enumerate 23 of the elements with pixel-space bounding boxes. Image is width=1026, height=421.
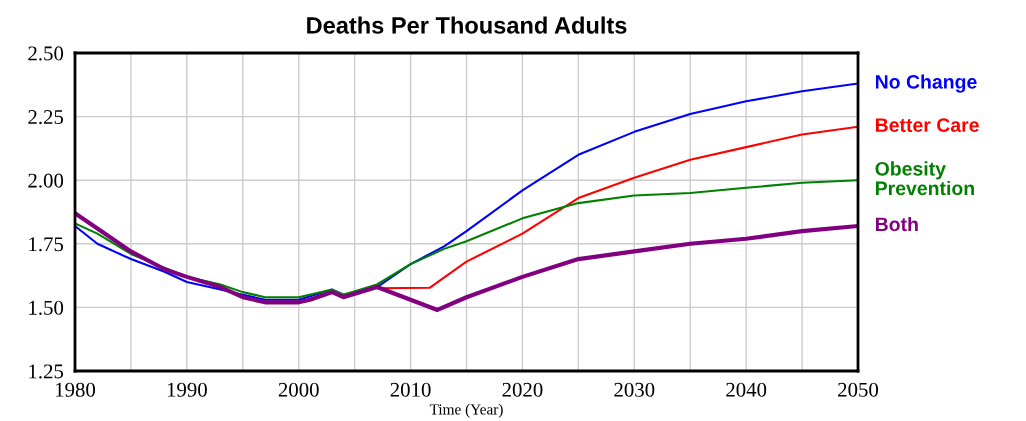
y-tick-label: 1.50	[29, 300, 64, 315]
y-tick-label: 1.25	[29, 364, 64, 379]
y-tick-label: 2.25	[28, 110, 64, 125]
line-series	[75, 179, 858, 299]
x-tick-label: 1990	[167, 382, 207, 397]
x-tick-label: 2020	[502, 382, 543, 397]
series-label: Obesity Prevention	[875, 161, 974, 196]
x-tick-label: 2030	[614, 382, 655, 397]
x-tick-label: 2050	[838, 382, 879, 397]
x-axis-title: Time (Year)	[429, 403, 503, 418]
series-label: Better Care	[875, 118, 979, 132]
x-tick-label: 1980	[56, 382, 96, 397]
series-label: Both	[875, 216, 918, 232]
series-label: No Change	[875, 74, 977, 93]
y-tick-label: 2.50	[28, 46, 64, 61]
x-tick-label: 2040	[726, 382, 767, 397]
chart-title: Deaths Per Thousand Adults	[307, 16, 627, 34]
x-tick-label: 2010	[390, 382, 431, 397]
x-tick-label: 2000	[278, 382, 319, 397]
line-series	[75, 82, 858, 301]
y-tick-label: 2.00	[28, 173, 64, 188]
y-tick-label: 1.75	[29, 237, 64, 252]
line-series	[75, 211, 858, 313]
